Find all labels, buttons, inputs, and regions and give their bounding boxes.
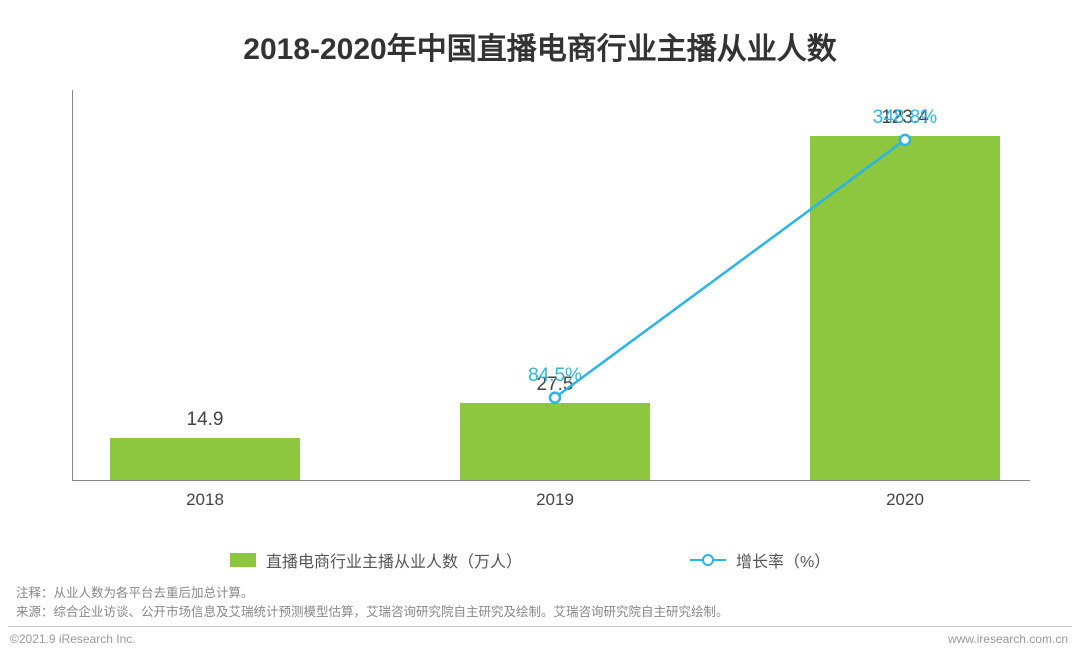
legend-line-swatch bbox=[690, 559, 726, 561]
legend-bar-series: 直播电商行业主播从业人数（万人） bbox=[230, 548, 522, 572]
notes-block: 注释：从业人数为各平台去重后加总计算。 来源：综合企业访谈、公开市场信息及艾瑞统… bbox=[16, 584, 729, 622]
legend-line-label: 增长率（%） bbox=[736, 548, 830, 572]
chart-container: { "title": { "text": "2018-2020年中国直播电商行业… bbox=[0, 0, 1080, 654]
footer-divider bbox=[8, 626, 1072, 627]
note-text-1: 从业人数为各平台去重后加总计算。 bbox=[54, 586, 254, 600]
note-text-2: 综合企业访谈、公开市场信息及艾瑞统计预测模型估算，艾瑞咨询研究院自主研究及绘制。… bbox=[54, 605, 729, 619]
x-category-2018: 2018 bbox=[110, 490, 300, 510]
line-label-2020: 348.8% bbox=[855, 107, 955, 129]
legend-bar-label: 直播电商行业主播从业人数（万人） bbox=[266, 548, 522, 572]
note-line-2: 来源：综合企业访谈、公开市场信息及艾瑞统计预测模型估算，艾瑞咨询研究院自主研究及… bbox=[16, 603, 729, 622]
x-category-2019: 2019 bbox=[460, 490, 650, 510]
bar-2020 bbox=[810, 136, 1000, 480]
bar-label-2018: 14.9 bbox=[110, 409, 300, 431]
legend-bar-swatch bbox=[230, 553, 256, 567]
copyright-text: ©2021.9 iResearch Inc. bbox=[10, 632, 136, 646]
y-axis bbox=[72, 90, 73, 480]
bar-2018 bbox=[110, 438, 300, 480]
bar-2019 bbox=[460, 403, 650, 480]
line-label-2019: 84.5% bbox=[505, 365, 605, 387]
chart-title: 2018-2020年中国直播电商行业主播从业人数 bbox=[0, 24, 1080, 68]
note-label-1: 注释： bbox=[16, 586, 54, 600]
note-line-1: 注释：从业人数为各平台去重后加总计算。 bbox=[16, 584, 729, 603]
legend-line-series: 增长率（%） bbox=[690, 548, 830, 572]
x-category-2020: 2020 bbox=[810, 490, 1000, 510]
site-url: www.iresearch.com.cn bbox=[948, 632, 1068, 646]
note-label-2: 来源： bbox=[16, 605, 54, 619]
x-axis-baseline bbox=[72, 480, 1030, 481]
